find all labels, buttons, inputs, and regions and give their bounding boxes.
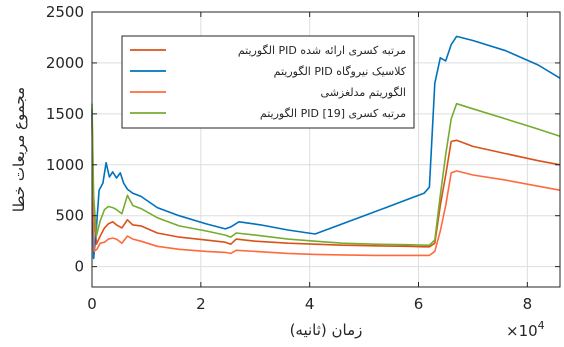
series-lines [91,35,561,260]
x-tick-label: 2 [196,295,206,313]
series-line-4 [91,102,561,246]
legend: الگوریتم PID مرتبه کسری ارائه شده الگوریت… [121,35,415,129]
x-tick-label: 4 [305,295,315,313]
x-axis-label: زمان (ثانیه) [290,321,363,339]
legend-label-4: الگوریتم PID مرتبه کسری [19] [260,107,406,120]
legend-label-2: الگوریتم PID کلاسیک نیروگاه [274,65,407,78]
y-tick-label: 2500 [46,3,84,21]
y-tick-label: 2000 [46,54,84,72]
x-tick-label: 6 [414,295,424,313]
x-tick-label: 0 [87,295,97,313]
y-tick-label: 0 [74,258,84,276]
y-axis-label: مجموع مربعات خطا [10,87,28,212]
series-line-1 [91,113,561,248]
x-axis-exponent: ×104 [506,319,545,340]
legend-label-1: الگوریتم PID مرتبه کسری ارائه شده [238,44,406,57]
axis-ticks: 0 2 4 6 8 0 500 1000 1500 2000 2500 [46,3,560,313]
series-line-2 [91,35,561,260]
y-tick-label: 1000 [46,156,84,174]
series-line-3 [91,123,561,257]
legend-label-3: الگوریتم مدلغزشی [321,86,406,99]
y-tick-label: 500 [55,207,84,225]
x-axis-exponent-power: 4 [538,319,545,332]
x-tick-label: 8 [523,295,533,313]
plot-frame [91,11,561,288]
legend-box [121,35,415,129]
x-axis-exponent-base: ×10 [506,322,538,340]
y-tick-label: 1500 [46,105,84,123]
